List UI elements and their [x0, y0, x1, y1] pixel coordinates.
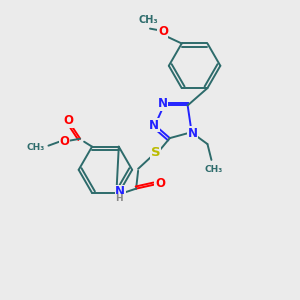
Text: O: O [155, 177, 165, 190]
Text: CH₃: CH₃ [204, 165, 223, 174]
Text: N: N [149, 119, 159, 132]
Text: CH₃: CH₃ [26, 143, 44, 152]
Text: N: N [158, 97, 168, 110]
Text: O: O [63, 114, 73, 128]
Text: N: N [188, 127, 198, 140]
Text: S: S [151, 146, 161, 160]
Text: CH₃: CH₃ [138, 15, 158, 25]
Text: O: O [158, 25, 168, 38]
Text: O: O [59, 135, 69, 148]
Text: N: N [115, 185, 125, 198]
Text: H: H [116, 194, 123, 203]
